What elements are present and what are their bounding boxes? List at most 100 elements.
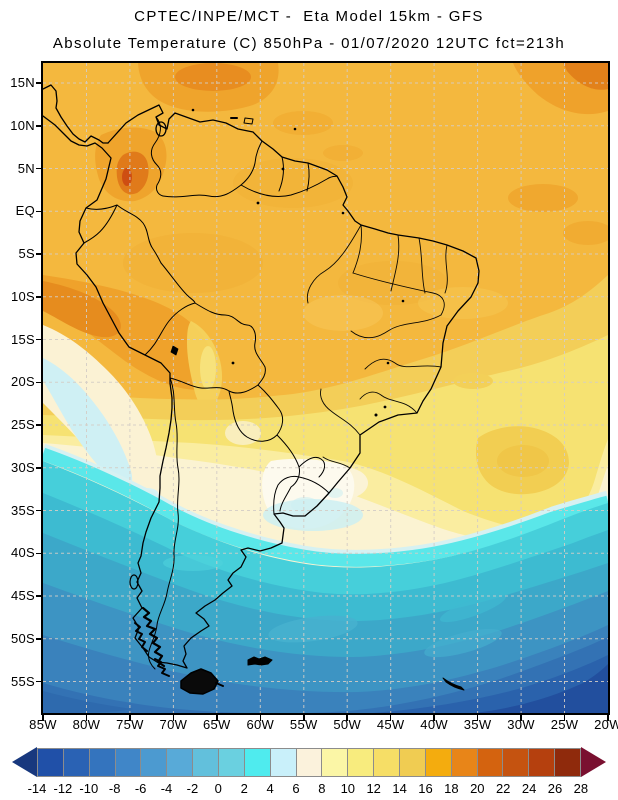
lon-label-50W: 50W <box>333 717 362 732</box>
lon-label-55W: 55W <box>289 717 318 732</box>
lon-tick-35W <box>476 715 479 721</box>
colorbar-cell-7 <box>219 749 244 776</box>
colorbar-label--8: -8 <box>108 781 121 796</box>
colorbar-cell-11 <box>322 749 348 776</box>
lat-tick-50S <box>36 638 42 640</box>
lat-label-50S: 50S <box>10 630 35 646</box>
lon-label-75W: 75W <box>116 717 144 732</box>
lat-tick-20S <box>36 381 42 383</box>
lat-tick-45S <box>36 595 42 597</box>
lat-tick-40S <box>36 552 42 554</box>
lat-label-25S: 25S <box>10 417 35 432</box>
colorbar-label-20: 20 <box>470 781 485 796</box>
colorbar-cell-17 <box>477 749 503 776</box>
colorbar-label-8: 8 <box>318 781 326 796</box>
colorbar-cell-18 <box>503 749 529 776</box>
lat-label-40S: 40S <box>10 545 35 561</box>
colorbar-cell-4 <box>141 749 167 776</box>
colorbar-cell-3 <box>115 749 141 776</box>
colorbar-label--14: -14 <box>27 781 47 796</box>
colorbar-cell-19 <box>529 749 555 776</box>
lon-tick-45W <box>389 715 392 721</box>
colorbar-cell-6 <box>193 749 219 776</box>
colorbar-cell-10 <box>296 749 322 776</box>
colorbar-label-18: 18 <box>444 781 459 796</box>
page-title: CPTEC/INPE/MCT - Eta Model 15km - GFS <box>134 8 484 25</box>
colorbar-cell-1 <box>63 749 89 776</box>
colorbar-cell-9 <box>270 749 296 776</box>
colorbar-left-arrow-icon <box>12 747 37 777</box>
lat-label-5S: 5S <box>18 246 35 261</box>
lon-tick-70W <box>172 715 175 721</box>
colorbar-label-10: 10 <box>340 781 356 796</box>
lon-tick-25W <box>563 715 566 721</box>
lon-tick-50W <box>346 715 348 721</box>
colorbar-label-14: 14 <box>392 781 407 796</box>
lon-label-80W: 80W <box>72 717 101 732</box>
lat-label-5N: 5N <box>17 160 35 176</box>
colorbar-cell-20 <box>555 749 581 776</box>
lon-label-35W: 35W <box>463 717 492 732</box>
lat-tick-55S <box>36 680 42 683</box>
lon-label-45W: 45W <box>376 717 405 732</box>
lat-tick-30S <box>36 467 42 469</box>
colorbar-cell-2 <box>89 749 115 776</box>
lon-tick-30W <box>520 715 522 721</box>
lon-tick-85W <box>42 715 44 721</box>
lat-label-15S: 15S <box>10 331 35 347</box>
lat-tick-10S <box>36 296 42 298</box>
colorbar-label-16: 16 <box>418 781 433 796</box>
lon-label-65W: 65W <box>203 717 231 732</box>
lon-label-60W: 60W <box>246 717 275 732</box>
lon-tick-60W <box>259 715 262 721</box>
colorbar-cell-16 <box>451 749 477 776</box>
colorbar-label-6: 6 <box>292 781 300 796</box>
lat-tick-5N <box>36 167 42 170</box>
colorbar-label--4: -4 <box>160 781 173 796</box>
colorbar-label-0: 0 <box>214 781 222 796</box>
map-frame <box>41 61 610 715</box>
colorbar-label-4: 4 <box>266 781 274 796</box>
lat-label-55S: 55S <box>10 673 35 689</box>
colorbar-cell-13 <box>374 749 400 776</box>
lat-label-35S: 35S <box>10 502 35 518</box>
lon-label-20W: 20W <box>594 717 618 732</box>
colorbar-label-24: 24 <box>521 781 537 796</box>
lon-tick-80W <box>85 715 88 721</box>
colorbar-cell-12 <box>348 749 374 776</box>
temperature-field <box>43 63 608 713</box>
colorbar-label-28: 28 <box>573 781 589 796</box>
lat-label-20S: 20S <box>10 374 35 390</box>
lat-label-10S: 10S <box>10 288 35 304</box>
colorbar-cell-14 <box>400 749 425 776</box>
colorbar-label--10: -10 <box>79 781 99 796</box>
coastlines-borders <box>43 84 480 695</box>
colorbar-label--2: -2 <box>186 781 199 796</box>
lat-tick-35S <box>36 509 42 512</box>
lat-tick-10N <box>36 125 42 127</box>
lat-tick-15S <box>36 338 42 341</box>
lat-label-45S: 45S <box>10 588 35 603</box>
colorbar-cell-15 <box>425 749 451 776</box>
lon-label-25W: 25W <box>550 717 579 732</box>
colorbar-label-2: 2 <box>240 781 248 796</box>
page-subtitle: Absolute Temperature (C) 850hPa - 01/07/… <box>52 35 566 52</box>
lat-label-30S: 30S <box>10 459 35 475</box>
lon-label-30W: 30W <box>507 717 535 732</box>
colorbar-right-arrow-icon <box>581 747 606 777</box>
lat-label-15N: 15N <box>10 75 35 90</box>
lon-tick-65W <box>216 715 218 721</box>
lon-tick-40W <box>433 715 435 721</box>
lat-label-EQ: EQ <box>15 203 35 219</box>
colorbar-cell-0 <box>38 749 63 776</box>
temperature-field-map <box>43 63 608 713</box>
colorbar-cells <box>37 748 581 777</box>
lon-tick-20W <box>607 715 609 721</box>
lon-label-40W: 40W <box>420 717 448 732</box>
colorbar-cell-8 <box>244 749 270 776</box>
lat-tick-EQ <box>36 210 42 212</box>
lon-tick-75W <box>129 715 131 721</box>
lon-tick-55W <box>303 715 305 721</box>
colorbar-label-12: 12 <box>366 781 381 796</box>
